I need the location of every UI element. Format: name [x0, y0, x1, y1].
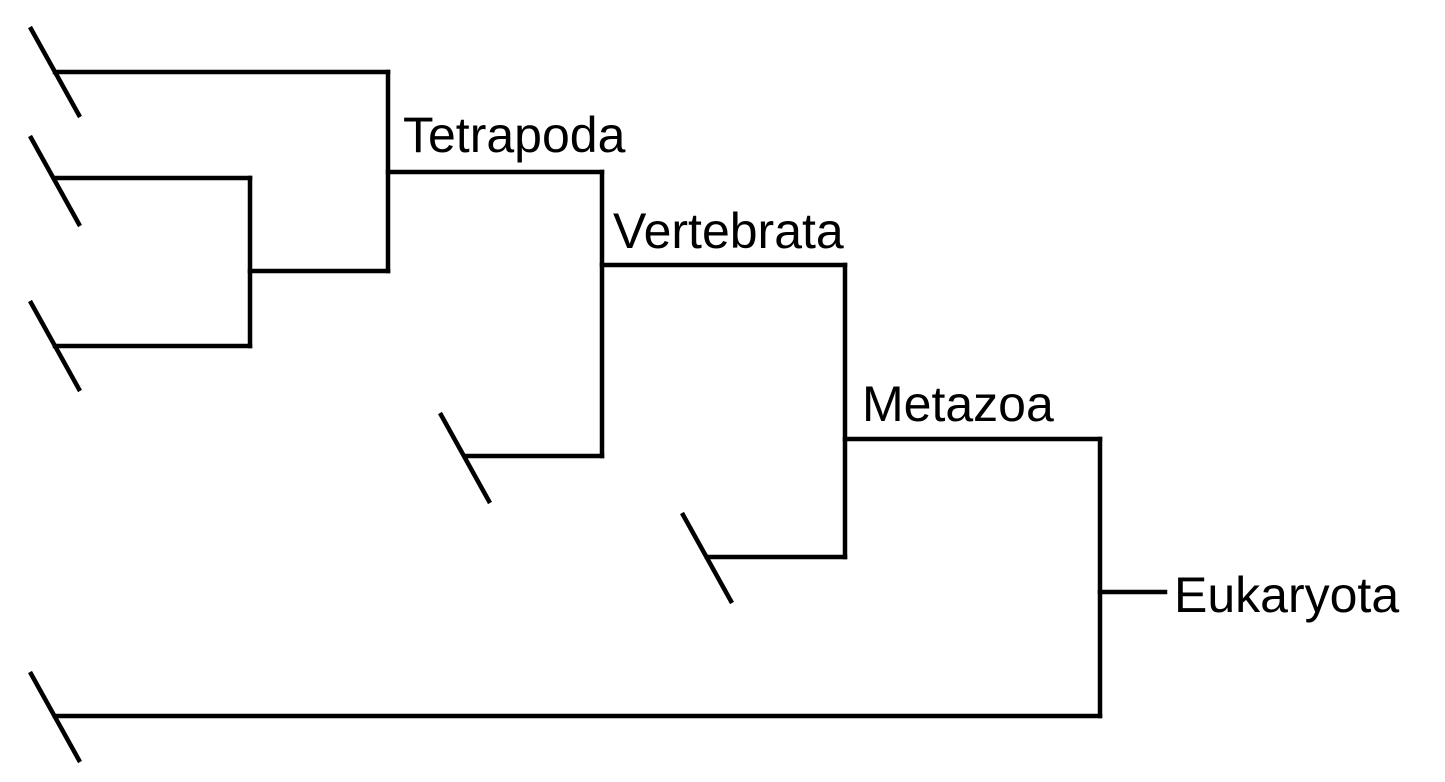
node-tetrapoda	[52, 69, 605, 274]
leaf-tick-5	[680, 511, 734, 605]
node-eukaryota	[52, 436, 1168, 719]
node-metazoa	[704, 262, 1103, 560]
label-tetrapoda: Tetrapoda	[403, 107, 626, 163]
leaf-tick-4	[438, 411, 492, 505]
leaf-tick-6	[28, 670, 82, 764]
leaf-ticks	[28, 25, 734, 764]
leaf-tick-3	[28, 299, 82, 393]
leaf-tick-2	[28, 134, 82, 228]
node-inner	[52, 175, 253, 349]
label-vertebrata: Vertebrata	[613, 203, 844, 259]
leaf-tick-1	[28, 25, 82, 119]
label-metazoa: Metazoa	[862, 376, 1054, 432]
label-eukaryota: Eukaryota	[1174, 567, 1399, 623]
node-vertebrata	[462, 169, 848, 459]
